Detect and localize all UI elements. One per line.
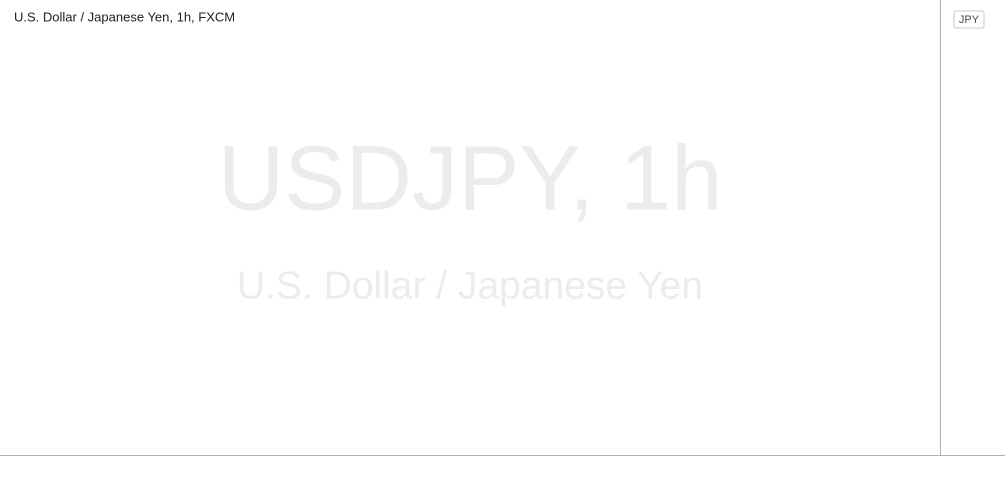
watermark: USDJPY, 1h [218, 127, 723, 229]
chart-title: U.S. Dollar / Japanese Yen, 1h, FXCM [14, 9, 235, 24]
watermark-subtitle: U.S. Dollar / Japanese Yen [237, 264, 703, 307]
currency-box [953, 10, 985, 29]
currency: JPY [959, 14, 980, 26]
